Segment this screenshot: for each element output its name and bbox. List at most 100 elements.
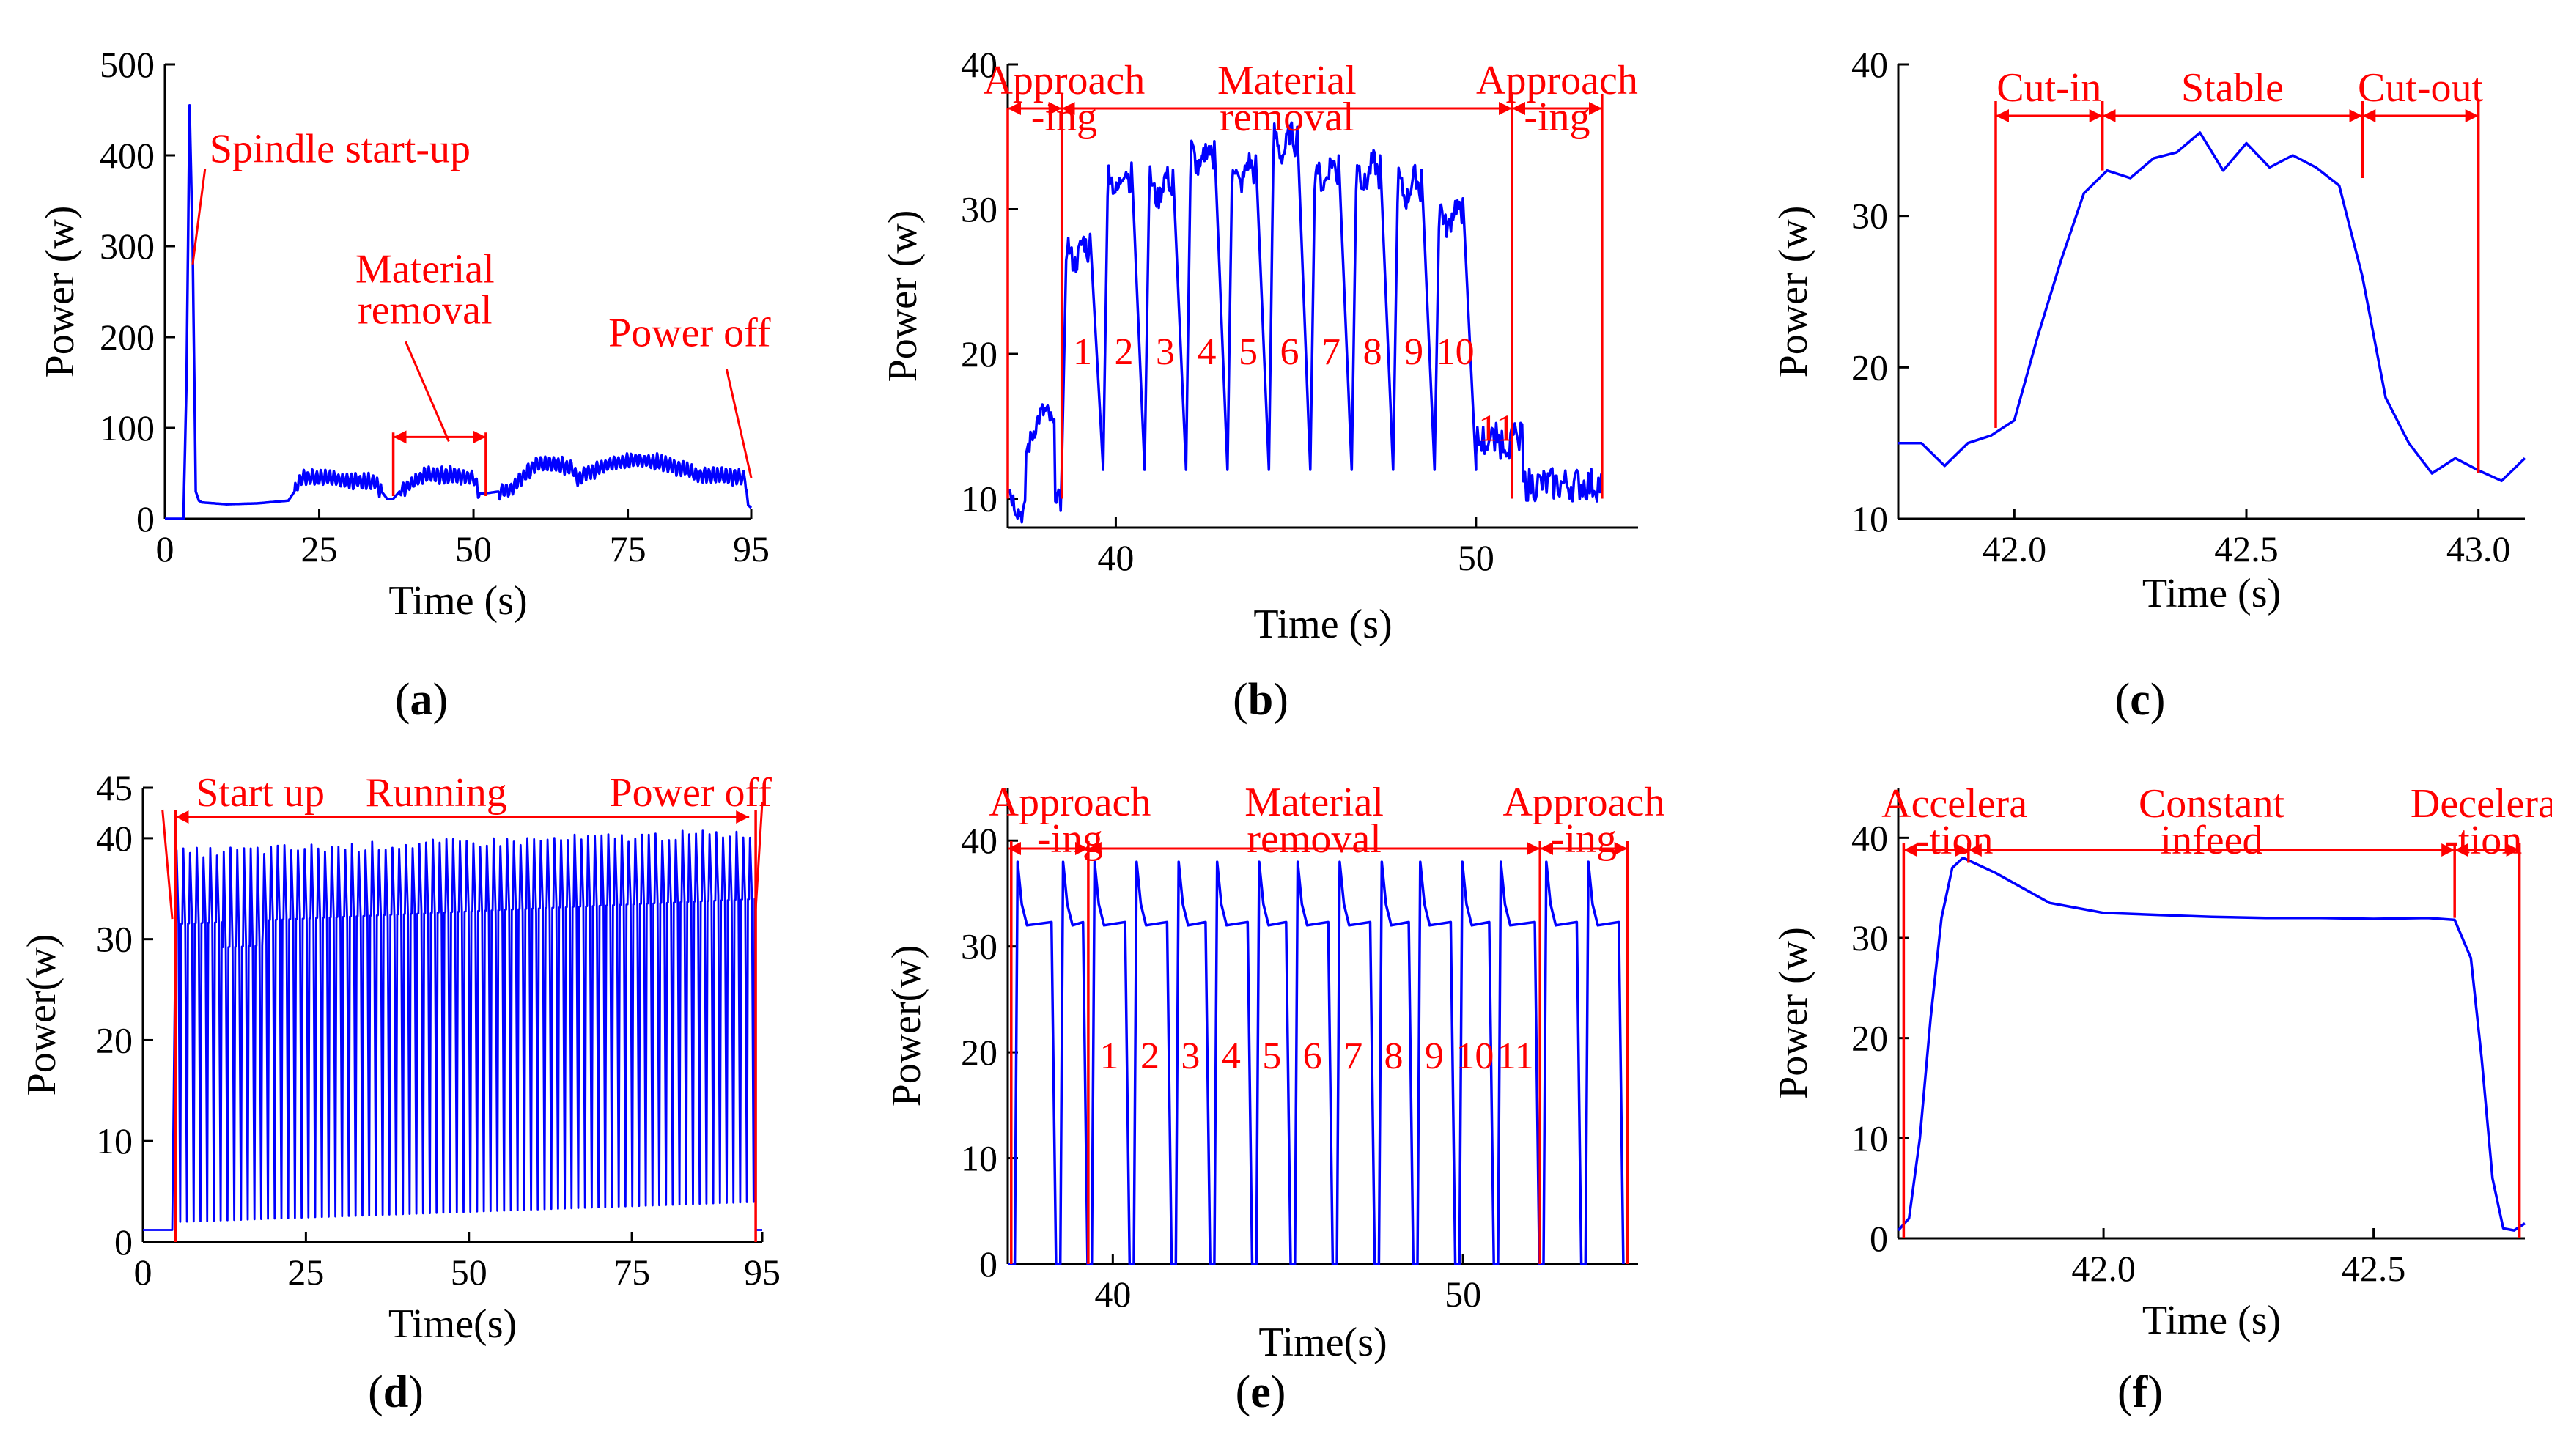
panel-label-close: ) [433, 675, 449, 725]
annotation-text: 5 [1239, 331, 1258, 373]
y-tick-label: 500 [100, 44, 155, 85]
annotation-text: infeed [2161, 818, 2263, 863]
y-tick-label: 200 [100, 317, 155, 358]
annotation-leader [754, 802, 764, 909]
x-axis-label: Time(s) [1258, 1320, 1387, 1365]
series-line [143, 829, 762, 1231]
annotation-text: Cut-in [1996, 65, 2101, 111]
x-axis-label: Time (s) [388, 578, 527, 624]
y-axis-label: Power(w) [19, 934, 64, 1096]
annotation-text: Accelera [1881, 781, 2027, 827]
x-tick-label: 42.5 [2342, 1248, 2406, 1289]
annotation-text: 7 [1343, 1035, 1362, 1077]
y-tick-label: 40 [961, 44, 997, 85]
annotation-text: 7 [1321, 331, 1340, 373]
x-tick-label: 42.5 [2214, 528, 2279, 569]
annotation-text: Stable [2181, 65, 2284, 111]
x-tick-label: 50 [451, 1252, 487, 1293]
y-tick-label: 10 [1851, 498, 1888, 539]
panel-label-close: ) [1271, 1367, 1286, 1417]
x-tick-label: 50 [1445, 1274, 1481, 1315]
panel-label-open: ( [368, 1367, 383, 1417]
y-tick-label: 30 [1851, 917, 1888, 958]
annotation-text: Material [1244, 780, 1384, 825]
annotation-text: removal [1220, 95, 1354, 140]
annotation-text: Material [355, 247, 495, 292]
y-tick-label: 30 [961, 926, 997, 967]
series-line [1006, 121, 1603, 524]
y-tick-label: 20 [961, 1032, 997, 1073]
y-tick-label: 20 [96, 1019, 133, 1060]
y-tick-label: 10 [961, 478, 997, 520]
x-tick-label: 25 [287, 1252, 324, 1293]
y-tick-label: 0 [979, 1243, 997, 1285]
panel-label-letter: d [383, 1367, 408, 1417]
panel-label-close: ) [2147, 1367, 2163, 1417]
y-tick-label: 100 [100, 407, 155, 448]
panel-label-letter: b [1248, 675, 1273, 725]
annotation-text: Approach [989, 780, 1151, 825]
panel-label-close: ) [2150, 675, 2166, 725]
x-tick-label: 42.0 [1983, 528, 2047, 569]
panel-label-open: ( [1236, 1367, 1251, 1417]
y-tick-label: 40 [961, 820, 997, 861]
x-tick-label: 0 [156, 528, 174, 569]
annotation-text: -ing [1551, 816, 1617, 862]
annotation-text: 9 [1425, 1035, 1444, 1077]
x-tick-label: 50 [1458, 537, 1494, 578]
series-line [1008, 860, 1625, 1265]
annotation-text: 10 [1437, 331, 1475, 373]
annotation-text: 1 [1100, 1035, 1119, 1077]
annotation-leader [161, 809, 174, 920]
annotation-text: 1 [1073, 331, 1092, 373]
panel-label: (b) [1233, 675, 1288, 725]
annotation-text: 3 [1181, 1035, 1200, 1077]
annotation-text: Approach [983, 58, 1145, 103]
panel-label: (c) [2115, 675, 2166, 725]
annotation-text: Approach [1503, 780, 1665, 825]
panel-label: (d) [368, 1367, 424, 1417]
panel-label-open: ( [1233, 675, 1248, 725]
y-tick-label: 400 [100, 135, 155, 176]
x-tick-label: 75 [610, 528, 646, 569]
y-tick-label: 45 [96, 767, 133, 808]
y-tick-label: 10 [96, 1120, 133, 1161]
panel-label: (e) [1236, 1367, 1286, 1417]
y-tick-label: 30 [1851, 196, 1888, 237]
annotation-text: Running [366, 770, 507, 816]
panel-label: (f) [2117, 1367, 2163, 1417]
x-axis-label: Time (s) [2142, 571, 2281, 616]
annotation-text: Material [1217, 58, 1357, 103]
panel-e: 40 50010203040Time(s)Power(w)Approach-ing… [884, 780, 1664, 1365]
y-tick-label: 40 [1851, 817, 1888, 858]
annotation-text: -ing [1031, 95, 1097, 140]
x-tick-label: 25 [301, 528, 338, 569]
x-tick-label: 95 [744, 1252, 781, 1293]
annotation-text: Decelera [2411, 781, 2552, 827]
annotation-text: Cut-out [2358, 65, 2484, 111]
panel-d: 0 25 50 75 95 0 10 20 30 40 45 Time(s) Power(w) Start… [19, 767, 781, 1347]
series-line [1897, 856, 2526, 1232]
annotation-text: 6 [1303, 1035, 1322, 1077]
panel-label-letter: a [410, 675, 433, 725]
annotation-text: Spindle start-up [210, 127, 471, 172]
x-tick-label: 43.0 [2446, 528, 2511, 569]
x-tick-label: 75 [613, 1252, 650, 1293]
annotation-text: 9 [1404, 331, 1423, 373]
panel-f: 42.0 42.5 0 10 20 30 40 Time (s) Power (w) Accele… [1771, 781, 2552, 1343]
annotation-text: removal [358, 287, 492, 333]
x-axis-label: Time (s) [1253, 602, 1392, 647]
annotation-text: -tion [2445, 818, 2523, 863]
annotation-text: Power off [609, 770, 772, 816]
annotation-text: 11 [1497, 1035, 1534, 1077]
y-tick-label: 300 [100, 226, 155, 267]
x-tick-label: 42.0 [2071, 1248, 2136, 1289]
y-tick-label: 40 [1851, 44, 1888, 85]
annotation-leader [191, 169, 207, 265]
y-axis-label: Power (w) [880, 210, 926, 383]
y-tick-label: 10 [1851, 1117, 1888, 1158]
panel-label: (a) [395, 675, 448, 725]
panel-label-open: ( [2115, 675, 2131, 725]
